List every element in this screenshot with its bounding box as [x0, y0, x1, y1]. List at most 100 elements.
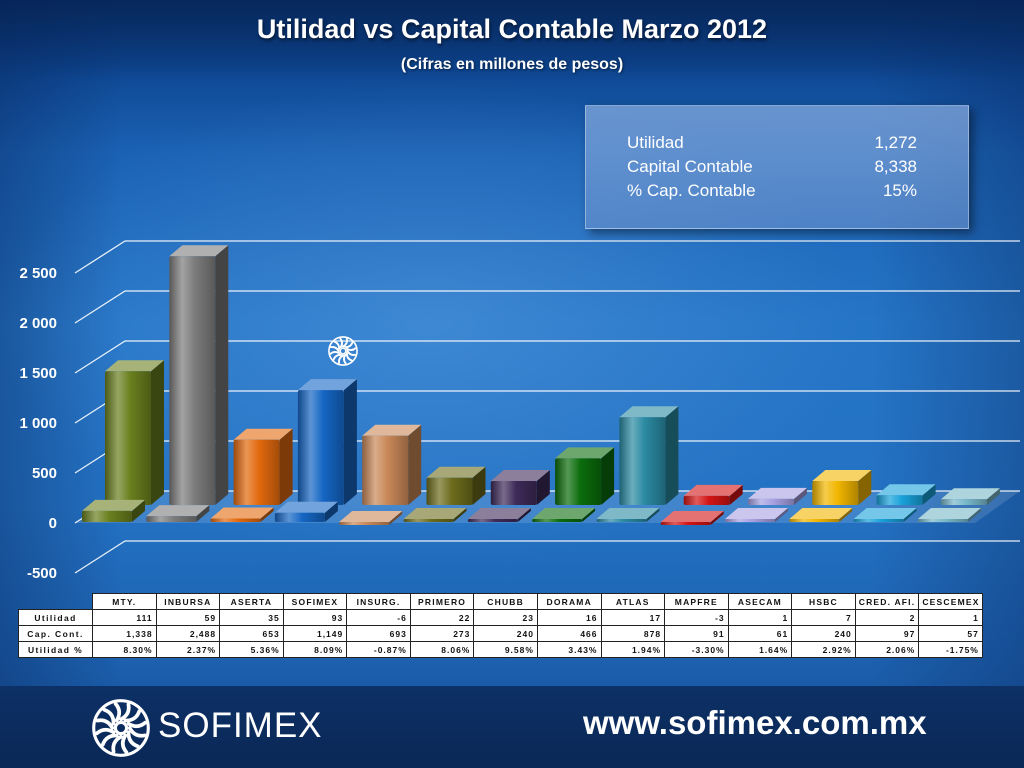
table-header-cell: DORAMA [536, 593, 602, 610]
bar-top [853, 508, 917, 519]
bar-front [146, 516, 197, 522]
bar-front [917, 519, 968, 522]
table-cell: 17 [600, 609, 666, 626]
bar-utilidad [596, 508, 660, 522]
bar-utilidad [660, 511, 724, 525]
bar-side [903, 508, 917, 522]
bar-front [403, 519, 454, 522]
bar-side [151, 360, 164, 505]
table-cell: 57 [918, 625, 983, 642]
bar-cap-cont [297, 379, 357, 505]
bar-side [794, 487, 807, 505]
bar-utilidad [917, 508, 981, 522]
bar-side [324, 501, 338, 522]
table-cell: 59 [155, 609, 221, 626]
bar-front [490, 481, 537, 505]
y-tick-label: 1 000 [19, 415, 57, 432]
bar-side [215, 245, 229, 505]
bar-side [582, 508, 596, 522]
table-cell: 93 [282, 609, 348, 626]
bar-top [169, 245, 229, 257]
bar-cap-cont [233, 428, 293, 505]
bar-top [490, 470, 550, 481]
bar-top [403, 508, 467, 519]
table-header-cell: SOFIMEX [282, 593, 348, 610]
sofimex-logo-icon [91, 698, 151, 758]
bar-front [853, 519, 904, 522]
bar-top [596, 508, 660, 519]
bar-cap-cont [169, 245, 229, 505]
bar-side [922, 484, 936, 505]
table-cell: 8.30% [92, 641, 157, 658]
table-header-cell: PRIMERO [409, 593, 475, 610]
bar-cap-cont [555, 447, 615, 505]
table-cell: 8.06% [409, 641, 475, 658]
table-cell: 240 [791, 625, 856, 642]
y-tick-label: 2 500 [19, 265, 57, 282]
website-url[interactable]: www.sofimex.com.mx [583, 704, 927, 741]
bar-utilidad [274, 501, 338, 522]
table-header-cell: INSURG. [346, 593, 411, 610]
bar-top [940, 488, 1000, 500]
bar-front [169, 256, 216, 505]
bar-side [601, 447, 615, 505]
bar-front [210, 518, 261, 522]
bar-utilidad [532, 508, 596, 522]
summary-row-capital: Capital Contable 8,338 [627, 155, 917, 179]
table-cell: 111 [92, 609, 157, 626]
table-cell: 2,488 [155, 625, 221, 642]
table-cell: -0.87% [346, 641, 411, 658]
table-cell: 1.94% [600, 641, 666, 658]
bar-front [725, 519, 775, 522]
data-table: MTY. INBURSA ASERTA SOFIMEX INSURG. PRIMERO CH… [18, 593, 983, 658]
bar-side [196, 505, 210, 522]
bar-side [775, 508, 788, 522]
bar-front [555, 458, 602, 505]
bar-top [789, 508, 853, 519]
table-header-cell: CHUBB [473, 593, 538, 610]
bar-side [517, 508, 531, 522]
bar-front [619, 417, 666, 505]
chart-title: Utilidad vs Capital Contable Marzo 2012 [256, 14, 768, 44]
bar-utilidad [403, 508, 467, 522]
table-cell: 653 [219, 625, 284, 642]
table-cell: -6 [346, 609, 411, 626]
bar-top [233, 428, 293, 440]
summary-box: Utilidad 1,272 Capital Contable 8,338 % … [585, 105, 969, 229]
bar-top [467, 508, 531, 519]
table-cell: 878 [600, 625, 666, 642]
bar-side [453, 508, 467, 522]
table-cell: 35 [219, 609, 284, 626]
summary-row-utilidad: Utilidad 1,272 [627, 131, 917, 155]
bar-utilidad [725, 508, 788, 522]
bar-top [917, 508, 981, 519]
bar-utilidad [210, 507, 274, 522]
table-cell: 23 [473, 609, 538, 626]
bar-cap-cont [876, 484, 936, 505]
bar-top [725, 508, 788, 519]
bar-top [339, 511, 403, 522]
bar-top [146, 505, 210, 517]
summary-label: Capital Contable [627, 157, 753, 176]
table-cell: 2.06% [854, 641, 920, 658]
table-cell: 2.37% [155, 641, 221, 658]
bar-front [467, 519, 518, 522]
bar-top [748, 487, 807, 499]
table-cell: 1,149 [282, 625, 348, 642]
table-cell: 97 [854, 625, 920, 642]
bar-top [274, 501, 338, 513]
table-cell: 1.64% [727, 641, 793, 658]
bar-front [274, 512, 325, 522]
table-cell: 2.92% [791, 641, 856, 658]
bar-side [646, 508, 660, 522]
table-cell: 22 [409, 609, 475, 626]
bar-side [472, 466, 486, 505]
bar-side [260, 507, 274, 522]
bar-top [210, 507, 274, 519]
bar-top [426, 466, 486, 478]
summary-label: Utilidad [627, 133, 684, 152]
table-header-row: MTY. INBURSA ASERTA SOFIMEX INSURG. PRIMERO CH… [19, 593, 983, 610]
table-header-cell: CRED. AFI. [854, 593, 920, 610]
table-header-cell: ATLAS [600, 593, 666, 610]
